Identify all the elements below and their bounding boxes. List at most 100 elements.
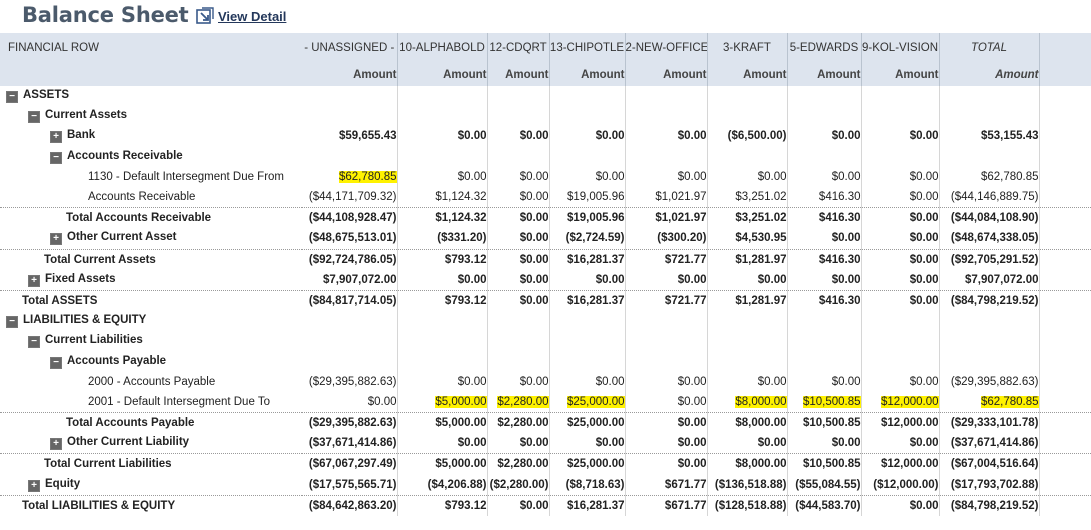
amount-value[interactable]: $5,000.00 [435,458,487,471]
collapse-icon[interactable]: − [28,111,40,124]
amount-value[interactable]: ($8,718.63) [565,478,625,491]
amount-value[interactable]: $62,780.85 [338,170,397,183]
amount-value[interactable]: $0.00 [909,253,939,266]
amount-value[interactable]: $25,000.00 [566,395,625,408]
amount-value[interactable]: $62,780.85 [980,395,1039,408]
amount-value[interactable]: $8,000.00 [735,458,787,471]
amount-value[interactable]: $0.00 [677,417,707,430]
amount-value[interactable]: $416.30 [818,212,861,225]
amount-value[interactable]: $16,281.37 [566,499,625,512]
amount-value[interactable]: $0.00 [519,437,549,450]
amount-value[interactable]: $0.00 [757,437,787,450]
amount-value[interactable]: $0.00 [519,273,549,286]
amount-value[interactable]: $0.00 [519,375,549,388]
amount-value[interactable]: $721.77 [664,294,707,307]
amount-value[interactable]: $0.00 [677,130,707,143]
amount-value[interactable]: $416.30 [818,294,861,307]
column-header-segment[interactable]: 10-ALPHABOLD [397,33,488,63]
column-header-total[interactable]: TOTAL [939,33,1040,63]
amount-value[interactable]: $1,281.97 [735,294,787,307]
amount-value[interactable]: $0.00 [909,170,939,183]
amount-value[interactable]: ($29,395,882.63) [308,375,397,388]
amount-value[interactable]: $0.00 [457,273,487,286]
amount-value[interactable]: ($29,333,101.78) [950,417,1039,430]
amount-value[interactable]: ($6,500.00) [727,130,787,143]
column-header-financial-row[interactable]: FINANCIAL ROW [0,33,302,63]
amount-value[interactable]: $671.77 [664,499,707,512]
amount-value[interactable]: ($84,798,219.52) [950,499,1039,512]
amount-value[interactable]: ($84,817,714.05) [308,294,397,307]
row-label[interactable]: LIABILITIES & EQUITY [23,314,147,327]
amount-value[interactable]: ($84,642,863.20) [308,499,397,512]
collapse-icon[interactable]: − [28,336,40,349]
amount-value[interactable]: $59,655.43 [338,130,397,143]
row-label[interactable]: Bank [67,129,96,142]
amount-value[interactable]: $10,500.85 [802,458,861,471]
amount-value[interactable]: $53,155.43 [980,130,1039,143]
amount-value[interactable]: $3,251.02 [735,191,787,204]
amount-value[interactable]: $16,281.37 [566,294,625,307]
amount-value[interactable]: ($92,724,786.05) [308,253,397,266]
expand-icon[interactable]: + [50,438,62,451]
amount-value[interactable]: $0.00 [757,375,787,388]
collapse-icon[interactable]: − [6,316,18,329]
amount-value[interactable]: ($44,171,709.32) [308,191,397,204]
amount-value[interactable]: $721.77 [664,253,707,266]
amount-value[interactable]: $793.12 [444,294,487,307]
amount-value[interactable]: $0.00 [909,437,939,450]
amount-value[interactable]: $0.00 [677,170,707,183]
amount-value[interactable]: $0.00 [909,375,939,388]
amount-value[interactable]: $0.00 [519,130,549,143]
amount-value[interactable]: ($17,793,702.88) [950,478,1039,491]
amount-value[interactable]: ($44,146,889.75) [950,191,1039,204]
amount-value[interactable]: ($37,671,414.86) [308,437,397,450]
amount-value[interactable]: ($48,674,338.05) [950,232,1039,245]
amount-value[interactable]: $416.30 [818,253,861,266]
amount-value[interactable]: $1,124.32 [435,212,487,225]
amount-value[interactable]: $0.00 [595,170,625,183]
amount-value[interactable]: $0.00 [831,232,861,245]
amount-value[interactable]: ($2,724.59) [565,232,625,245]
amount-value[interactable]: ($84,798,219.52) [950,294,1039,307]
expand-icon[interactable]: + [28,479,40,492]
amount-value[interactable]: $19,005.96 [566,191,625,204]
amount-value[interactable]: $0.00 [757,170,787,183]
amount-value[interactable]: $0.00 [457,130,487,143]
amount-value[interactable]: $7,907,072.00 [964,273,1039,286]
row-label[interactable]: Current Liabilities [45,334,143,347]
amount-value[interactable]: $0.00 [677,375,707,388]
amount-value[interactable]: $8,000.00 [735,395,787,408]
amount-value[interactable]: $62,780.85 [980,170,1039,183]
column-header-segment[interactable]: 2-NEW-OFFICE [625,33,708,63]
amount-value[interactable]: $2,280.00 [497,395,549,408]
amount-value[interactable]: $0.00 [595,273,625,286]
amount-value[interactable]: ($2,280.00) [489,478,549,491]
amount-value[interactable]: $0.00 [595,437,625,450]
amount-value[interactable]: $5,000.00 [435,417,487,430]
column-header-segment[interactable]: 3-KRAFT [707,33,788,63]
amount-value[interactable]: $0.00 [519,294,549,307]
amount-value[interactable]: $0.00 [831,437,861,450]
amount-value[interactable]: $0.00 [909,232,939,245]
row-label[interactable]: ASSETS [23,89,70,102]
amount-value[interactable]: ($67,004,516.64) [950,458,1039,471]
amount-value[interactable]: $0.00 [677,273,707,286]
amount-value[interactable]: $12,000.00 [880,417,939,430]
amount-value[interactable]: $0.00 [909,273,939,286]
column-header-segment[interactable]: 5-EDWARDS [787,33,862,63]
row-label[interactable]: Accounts Receivable [67,149,183,162]
amount-value[interactable]: $671.77 [664,478,707,491]
amount-value[interactable]: $12,000.00 [880,458,939,471]
amount-value[interactable]: $8,000.00 [735,417,787,430]
amount-value[interactable]: ($17,575,565.71) [308,478,397,491]
amount-value[interactable]: ($4,206.88) [427,478,487,491]
amount-value[interactable]: $0.00 [519,191,549,204]
amount-value[interactable]: $0.00 [831,273,861,286]
amount-value[interactable]: $5,000.00 [435,395,487,408]
amount-value[interactable]: $1,021.97 [655,191,707,204]
amount-value[interactable]: $0.00 [457,437,487,450]
expand-icon[interactable]: + [28,274,40,287]
column-header-segment[interactable]: 13-CHIPOTLE [549,33,626,63]
amount-value[interactable]: ($12,000.00) [873,478,939,491]
amount-value[interactable]: ($300.20) [657,232,707,245]
